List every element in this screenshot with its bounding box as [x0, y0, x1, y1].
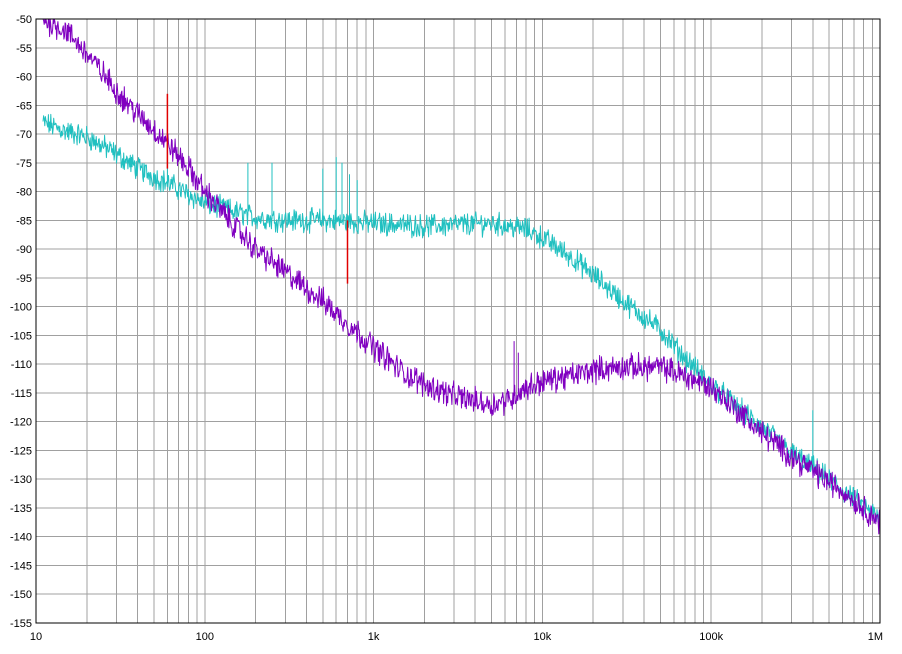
series-group	[42, 18, 881, 535]
y-tick-label: -135	[10, 503, 32, 515]
y-tick-label: -125	[10, 445, 32, 457]
y-tick-label: -145	[10, 560, 32, 572]
y-tick-label: -60	[16, 72, 32, 84]
y-tick-label: -70	[16, 129, 32, 141]
series-line	[42, 18, 881, 535]
y-tick-label: -120	[10, 417, 32, 429]
x-tick-label: 100k	[699, 631, 723, 643]
y-tick-label: -105	[10, 330, 32, 342]
y-tick-label: -130	[10, 474, 32, 486]
y-tick-label: -140	[10, 532, 32, 544]
x-tick-label: 100	[196, 631, 214, 643]
y-tick-label: -150	[10, 589, 32, 601]
y-tick-label: -100	[10, 302, 32, 314]
x-tick-label: 10k	[534, 631, 552, 643]
y-tick-label: -110	[11, 359, 32, 371]
y-tick-label: -155	[10, 618, 32, 630]
x-tick-label: 1M	[868, 631, 883, 643]
y-tick-label: -75	[16, 158, 32, 170]
plot-frame	[35, 18, 881, 624]
y-tick-label: -90	[16, 244, 32, 256]
y-tick-label: -95	[16, 273, 32, 285]
x-tick-label: 10	[30, 631, 42, 643]
x-tick-label: 1k	[368, 631, 380, 643]
y-tick-label: -85	[16, 215, 32, 227]
y-tick-label: -80	[16, 187, 32, 199]
series-1	[42, 18, 881, 535]
y-tick-label: -65	[16, 100, 32, 112]
y-tick-label: -115	[11, 388, 32, 400]
y-tick-label: -50	[16, 14, 32, 26]
tick-labels: -50 -55 -60 -65 -70 -75 -80 -85 -90 -95 -100 -105 -1…	[10, 14, 883, 643]
y-tick-label: -55	[16, 43, 32, 55]
